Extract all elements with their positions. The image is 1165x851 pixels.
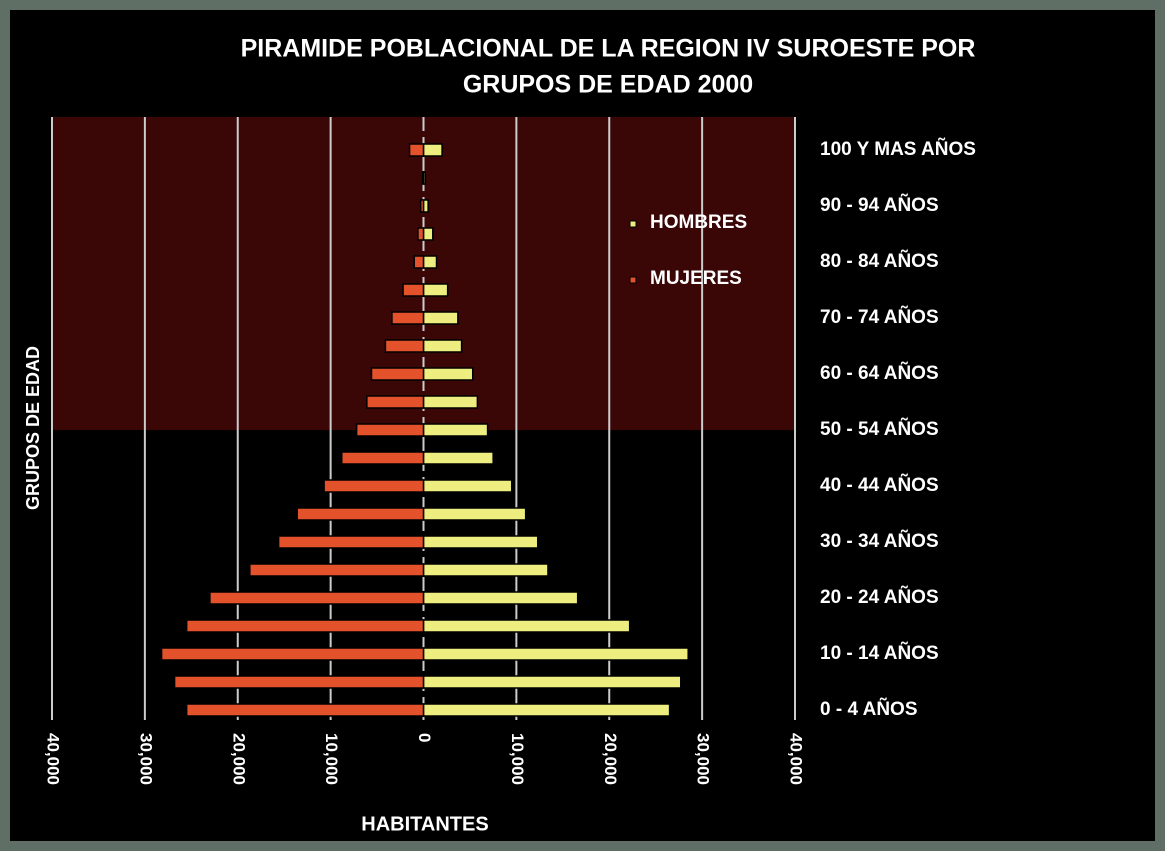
- y-tick-label: 80 - 84 AÑOS: [820, 250, 939, 272]
- bar: [422, 703, 671, 717]
- bar: [413, 255, 425, 269]
- x-tick-label: 40,000: [44, 733, 63, 785]
- bar: [355, 423, 425, 437]
- bar: [422, 255, 438, 269]
- bar: [185, 703, 425, 717]
- x-tick-label: 40,000: [787, 733, 806, 785]
- bar: [185, 619, 425, 633]
- y-tick-label: 100 Y MAS AÑOS: [820, 138, 976, 160]
- legend-marker: [629, 220, 637, 228]
- bar: [366, 395, 425, 409]
- y-tick-label: 70 - 74 AÑOS: [820, 306, 939, 328]
- legend-marker: [629, 276, 637, 284]
- bar: [341, 451, 425, 465]
- bar: [422, 143, 443, 157]
- y-tick-label: 50 - 54 AÑOS: [820, 418, 939, 440]
- bar: [417, 227, 425, 241]
- y-axis-label: GRUPOS DE EDAD: [23, 346, 43, 510]
- bar: [422, 507, 527, 521]
- bar: [277, 535, 425, 549]
- bar: [408, 143, 425, 157]
- y-tick-label: 10 - 14 AÑOS: [820, 642, 939, 664]
- bar: [422, 479, 513, 493]
- x-axis-label: HABITANTES: [361, 813, 488, 835]
- bar: [391, 311, 425, 325]
- bar: [422, 423, 489, 437]
- bar: [422, 367, 474, 381]
- bar: [173, 675, 425, 689]
- bar: [422, 563, 549, 577]
- legend-label: HOMBRES: [650, 212, 747, 233]
- x-tick-label: 10,000: [508, 733, 527, 785]
- bar: [422, 339, 463, 353]
- y-tick-label: 20 - 24 AÑOS: [820, 586, 939, 608]
- bar: [422, 283, 449, 297]
- chart-title: GRUPOS DE EDAD 2000: [463, 71, 753, 99]
- x-tick-label: 0: [415, 733, 434, 742]
- x-tick-label: 20,000: [601, 733, 620, 785]
- bar: [249, 563, 425, 577]
- bar: [384, 339, 425, 353]
- bar: [422, 535, 539, 549]
- bar: [323, 479, 425, 493]
- bar: [402, 283, 425, 297]
- bar: [296, 507, 425, 521]
- chart-title: PIRAMIDE POBLACIONAL DE LA REGION IV SUR…: [241, 35, 976, 63]
- x-tick-label: 30,000: [694, 733, 713, 785]
- bar: [419, 199, 425, 213]
- y-tick-label: 60 - 64 AÑOS: [820, 362, 939, 384]
- bar: [422, 591, 579, 605]
- bar: [370, 367, 425, 381]
- x-tick-label: 30,000: [136, 733, 155, 785]
- legend-label: MUJERES: [650, 268, 742, 289]
- bar: [209, 591, 425, 605]
- y-tick-label: 40 - 44 AÑOS: [820, 474, 939, 496]
- bar: [422, 619, 631, 633]
- bar: [421, 171, 425, 185]
- bar: [422, 675, 682, 689]
- y-tick-label: 30 - 34 AÑOS: [820, 530, 939, 552]
- bar: [160, 647, 425, 661]
- bar: [422, 451, 494, 465]
- bar: [422, 227, 434, 241]
- x-tick-label: 10,000: [322, 733, 341, 785]
- y-tick-label: 90 - 94 AÑOS: [820, 194, 939, 216]
- bar: [422, 311, 459, 325]
- x-tick-label: 20,000: [229, 733, 248, 785]
- y-tick-label: 0 - 4 AÑOS: [820, 698, 918, 720]
- bar: [422, 395, 479, 409]
- bar: [422, 647, 689, 661]
